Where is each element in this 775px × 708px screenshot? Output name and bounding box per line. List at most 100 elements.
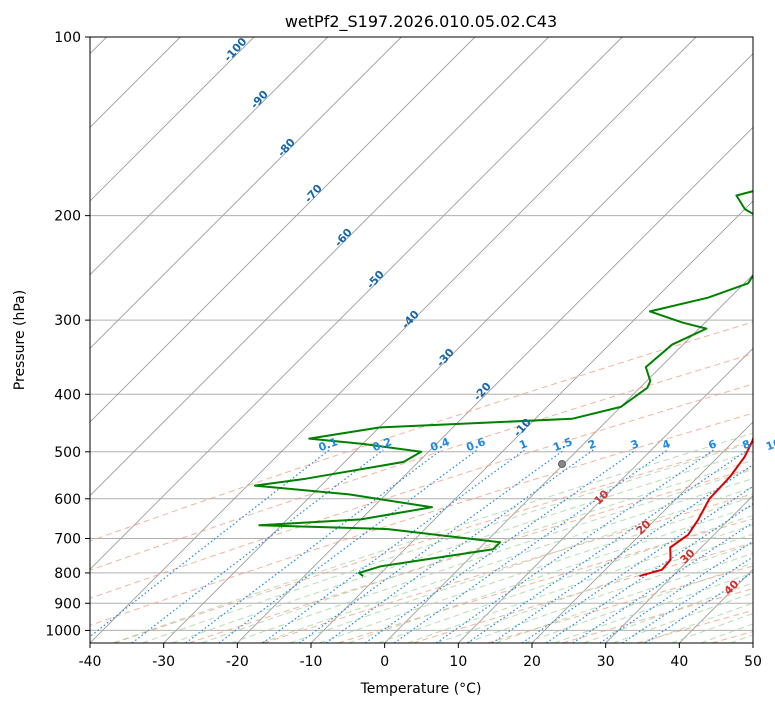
moist-adiabat-line [260, 477, 753, 643]
x-tick-label: -40 [79, 654, 102, 670]
isotherm-line [310, 200, 753, 643]
y-tick-label: 800 [54, 566, 81, 582]
y-tick-label: 700 [54, 532, 81, 548]
mixing-ratio-line [131, 449, 384, 643]
mixing-ratio-label: 0.2 [371, 435, 394, 454]
x-tick-label: 10 [449, 654, 467, 670]
dry-adiabat-line [90, 321, 753, 542]
mixing-ratio-label: 0.4 [429, 435, 452, 454]
mixing-ratio-label: 10 [764, 436, 775, 454]
isotherm-line [163, 53, 753, 643]
y-tick-label: 900 [54, 596, 81, 612]
dry-adiabat-label: -70 [302, 182, 325, 206]
dry-adiabat-label: -20 [471, 380, 494, 404]
mixing-ratio-line [491, 463, 753, 643]
x-tick-label: 0 [380, 654, 389, 670]
x-tick-label: -10 [300, 654, 323, 670]
moist-adiabat-line [495, 552, 753, 643]
moist-adiabat-line [230, 468, 753, 643]
background-lines [90, 37, 753, 643]
dry-adiabat-label: -80 [275, 136, 298, 160]
dewpoint-profile-line [253, 190, 753, 577]
isotherm-line [605, 495, 753, 643]
dry-adiabat-line [188, 467, 753, 643]
isotherm-line [90, 37, 476, 423]
dry-adiabat-line [636, 609, 753, 643]
mixing-ratio-line [185, 449, 442, 643]
dry-adiabat-label: -40 [399, 308, 422, 332]
y-tick-label: 100 [54, 30, 81, 46]
mixing-ratio-label: 1.5 [552, 435, 575, 454]
moist-adiabat-label: 10 [592, 487, 612, 507]
dry-adiabat-line [263, 493, 753, 643]
chart-title: wetPf2_S197.2026.010.05.02.C43 [285, 12, 557, 32]
isotherm-line [531, 421, 753, 643]
x-tick-label: 50 [744, 654, 762, 670]
y-tick-label: 500 [54, 445, 81, 461]
isotherm-line [90, 37, 402, 349]
isotherm-line [384, 274, 753, 643]
x-tick-label: 40 [670, 654, 688, 670]
x-tick-label: 20 [523, 654, 541, 670]
dry-adiabat-line [90, 383, 753, 599]
dry-adiabat-label: -90 [248, 88, 271, 112]
moist-adiabat-line [289, 487, 753, 643]
x-axis-label: Temperature (°C) [360, 681, 482, 697]
isotherm-line [458, 347, 753, 643]
mixing-ratio-label: 1 [518, 437, 530, 452]
mixing-ratio-line [364, 449, 637, 643]
plot-area: -100 -90 -80-70 -60 -50 -40 -30 -20 -10 0.1 0.2 0.4… [89, 35, 775, 644]
dry-adiabat-line [90, 353, 753, 571]
moist-adiabat-line [112, 432, 753, 643]
mixing-ratio-line [90, 449, 330, 638]
moist-adiabat-line [407, 524, 753, 643]
moist-adiabat-line [142, 441, 753, 643]
y-tick-label: 400 [54, 387, 81, 403]
profile-series [253, 190, 753, 578]
mixing-ratio-label: 8 [741, 437, 753, 452]
moist-adiabat-line [554, 572, 753, 643]
mixing-ratio-line [467, 449, 748, 643]
x-tick-label: -30 [152, 654, 175, 670]
mixing-ratio-line [521, 485, 753, 643]
dry-adiabat-label: -60 [332, 226, 355, 250]
isotherm-line [237, 126, 753, 643]
dry-adiabat-line [487, 565, 753, 643]
isotherm-line [90, 37, 328, 276]
y-axis-label: Pressure (hPa) [12, 290, 28, 390]
x-axis: -40 -30 -20 -10 0 10 20 30 40 50 [79, 643, 762, 670]
y-tick-label: 200 [54, 209, 81, 225]
moist-adiabat-line [466, 543, 753, 643]
y-axis: 100 200 300 400 500 600 700 800 900 1000 [45, 30, 90, 639]
moist-adiabat-line [642, 602, 753, 643]
moist-adiabat-line [700, 623, 753, 643]
mixing-ratio-label: 4 [660, 437, 672, 452]
dry-adiabat-line [562, 588, 753, 643]
mixing-ratio-line [436, 449, 714, 643]
moist-adiabat-line [348, 505, 753, 643]
mixing-ratio-label: 2 [586, 437, 598, 452]
mixing-ratio-line [572, 521, 753, 643]
temperature-profile-line [639, 435, 753, 578]
moist-adiabat-line [171, 450, 753, 643]
moist-adiabat-line [319, 496, 753, 643]
y-tick-label: 600 [54, 492, 81, 508]
x-tick-label: -20 [226, 654, 249, 670]
dry-adiabat-label: -10 [511, 416, 534, 440]
mixing-ratio-line [298, 449, 565, 643]
plot-frame [89, 36, 754, 644]
dry-adiabat-line [90, 412, 753, 626]
isopleth-labels: -100 -90 -80-70 -60 -50 -40 -30 -20 -10 0.1 0.2 0.4… [221, 35, 775, 598]
mixing-ratio-line [393, 449, 668, 643]
isotherm-line [90, 37, 623, 570]
dry-adiabat-line [113, 440, 753, 643]
moist-adiabat-line [436, 533, 753, 643]
y-tick-label: 1000 [45, 623, 81, 639]
mixing-ratio-label: 0.6 [465, 435, 488, 454]
isotherm-line [90, 37, 697, 643]
x-tick-label: 30 [597, 654, 615, 670]
mixing-ratio-line [325, 449, 594, 643]
dry-adiabat-label: -100 [221, 35, 249, 64]
isotherm-line [752, 642, 753, 643]
